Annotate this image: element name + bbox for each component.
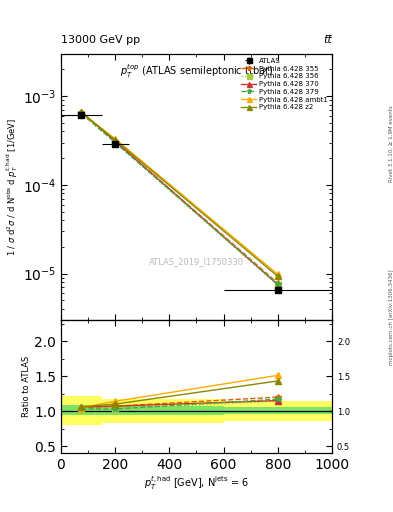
- Legend: ATLAS, Pythia 6.428 355, Pythia 6.428 356, Pythia 6.428 370, Pythia 6.428 379, P: ATLAS, Pythia 6.428 355, Pythia 6.428 35…: [238, 55, 331, 113]
- Pythia 6.428 ambt1: [79, 110, 84, 116]
- Text: $p_T^{top}$ (ATLAS semileptonic ttbar): $p_T^{top}$ (ATLAS semileptonic ttbar): [120, 62, 273, 79]
- Pythia 6.428 z2: [275, 273, 280, 280]
- Text: 13000 GeV pp: 13000 GeV pp: [61, 35, 140, 45]
- Pythia 6.428 z2: [113, 137, 118, 143]
- Bar: [61, 405, 101, 415]
- Pythia 6.428 379: [275, 281, 280, 287]
- Bar: [101, 406, 224, 415]
- Line: Pythia 6.428 379: Pythia 6.428 379: [79, 111, 281, 287]
- Pythia 6.428 z2: [79, 109, 84, 115]
- Pythia 6.428 356: [79, 111, 84, 117]
- Text: ATLAS_2019_I1750330: ATLAS_2019_I1750330: [149, 257, 244, 266]
- Pythia 6.428 356: [275, 282, 280, 288]
- Bar: [224, 400, 332, 421]
- Pythia 6.428 355: [113, 138, 118, 144]
- Bar: [101, 399, 224, 423]
- Pythia 6.428 355: [79, 110, 84, 116]
- Text: tt̅: tt̅: [323, 35, 332, 45]
- Pythia 6.428 ambt1: [275, 271, 280, 278]
- Line: Pythia 6.428 355: Pythia 6.428 355: [79, 110, 281, 286]
- Pythia 6.428 355: [275, 280, 280, 286]
- Line: Pythia 6.428 ambt1: Pythia 6.428 ambt1: [79, 110, 281, 277]
- Text: Rivet 3.1.10, ≥ 1.9M events: Rivet 3.1.10, ≥ 1.9M events: [389, 105, 393, 182]
- Line: Pythia 6.428 370: Pythia 6.428 370: [79, 110, 281, 287]
- Pythia 6.428 356: [113, 139, 118, 145]
- Pythia 6.428 370: [79, 109, 84, 115]
- Pythia 6.428 ambt1: [113, 136, 118, 142]
- Y-axis label: 1 / $\sigma$ d$^2\sigma$ / d N$^{\rm obs}$ d $p_T^{t,\rm had}$ [1/GeV]: 1 / $\sigma$ d$^2\sigma$ / d N$^{\rm obs…: [4, 118, 20, 256]
- Text: mcplots.cern.ch [arXiv:1306.3436]: mcplots.cern.ch [arXiv:1306.3436]: [389, 270, 393, 365]
- Pythia 6.428 370: [113, 138, 118, 144]
- Y-axis label: Ratio to ATLAS: Ratio to ATLAS: [22, 356, 31, 417]
- Line: Pythia 6.428 z2: Pythia 6.428 z2: [79, 110, 281, 279]
- Pythia 6.428 379: [113, 139, 118, 145]
- Line: Pythia 6.428 356: Pythia 6.428 356: [79, 111, 281, 288]
- Bar: [224, 407, 332, 414]
- Bar: [61, 396, 101, 425]
- X-axis label: $p_T^{t,\rm had}$ [GeV], N$^{\rm jets}$ = 6: $p_T^{t,\rm had}$ [GeV], N$^{\rm jets}$ …: [144, 475, 249, 492]
- Pythia 6.428 379: [79, 110, 84, 116]
- Pythia 6.428 370: [275, 282, 280, 288]
